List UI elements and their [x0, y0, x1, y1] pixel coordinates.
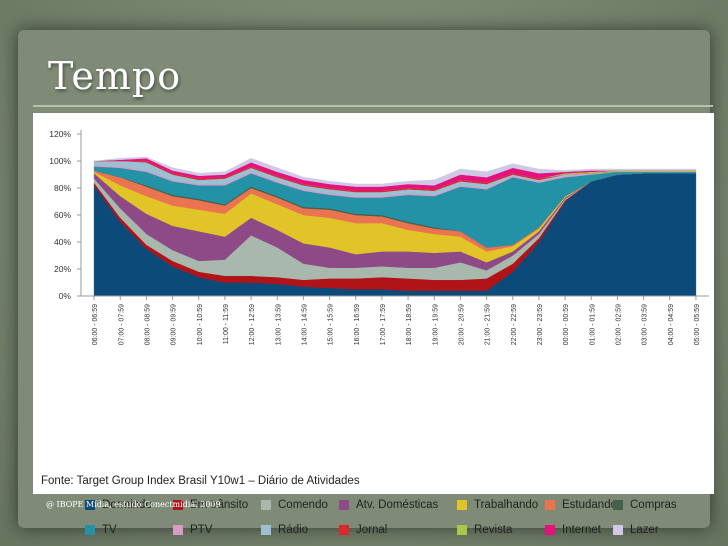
legend-label: Jornal	[356, 524, 388, 536]
legend-label: PTV	[190, 524, 213, 536]
legend-label: Internet	[562, 524, 601, 536]
legend-swatch	[613, 500, 623, 510]
x-tick-label: 09:00 - 09:59	[171, 304, 178, 345]
legend-item-lazer: Lazer	[613, 524, 659, 536]
stacked-area-chart: 0% 20% 40% 60% 80% 100% 120% 06:00 - 06:59 07:00…	[49, 129, 709, 345]
x-tick-label: 12:00 - 12:59	[249, 304, 256, 345]
legend-swatch	[613, 525, 623, 535]
copyright-note: @ IBOPE Mídia, estudo Conectmídia, 2009	[46, 500, 221, 509]
legend-item-dormindo: Dormindo	[85, 499, 152, 511]
x-tick-label: 20:00 - 20:59	[458, 304, 465, 345]
legend-item-tv: TV	[85, 524, 117, 536]
legend-item-comendo: Comendo	[261, 499, 328, 511]
legend-swatch	[339, 525, 349, 535]
x-tick-label: 11:00 - 11:59	[223, 304, 230, 344]
series-area-lazer	[94, 156, 697, 187]
x-tick-label: 23:00 - 23:59	[537, 304, 544, 345]
legend-swatch	[545, 500, 555, 510]
y-tick-label: 80%	[54, 183, 71, 193]
x-tick-label: 14:00 - 14:59	[301, 304, 308, 345]
legend-item-r-dio: Rádio	[261, 524, 308, 536]
x-tick-label: 21:00 - 21:59	[485, 304, 492, 345]
x-tick-label: 17:00 - 17:59	[380, 304, 387, 345]
legend-swatch	[261, 500, 271, 510]
x-tick-label: 03:00 - 03:59	[642, 304, 649, 345]
x-tick-label: 15:00 - 15:59	[328, 304, 335, 345]
legend-label: TV	[102, 524, 117, 536]
legend-item-compras: Compras	[613, 499, 677, 511]
legend-swatch	[173, 525, 183, 535]
legend-swatch	[457, 500, 467, 510]
y-tick-label: 20%	[54, 264, 71, 274]
legend-swatch	[173, 500, 183, 510]
chart-panel: 0% 20% 40% 60% 80% 100% 120% 06:00 - 06:59 07:00…	[33, 113, 714, 536]
legend-item-ptv: PTV	[173, 524, 212, 536]
legend-swatch	[545, 525, 555, 535]
legend-label: Comendo	[278, 499, 328, 511]
legend-label: Estudando	[562, 499, 617, 511]
x-tick-label: 00:00 - 00:59	[563, 304, 570, 345]
legend-swatch	[85, 525, 95, 535]
legend-swatch	[85, 500, 95, 510]
slide-title: Tempo	[48, 54, 182, 98]
x-tick-label: 05:00 - 05:59	[694, 304, 701, 345]
legend-item-em-tr-nsito: Em trânsito	[173, 499, 248, 511]
x-tick-label: 01:00 - 01:59	[589, 304, 596, 345]
legend-item-trabalhando: Trabalhando	[457, 499, 538, 511]
x-tick-label: 19:00 - 19:59	[432, 304, 439, 345]
legend-label: Trabalhando	[474, 499, 539, 511]
x-tick-label: 16:00 - 16:59	[354, 304, 361, 345]
legend-item-estudando: Estudando	[545, 499, 617, 511]
x-tick-label: 18:00 - 18:59	[406, 304, 413, 345]
y-tick-label: 100%	[49, 156, 71, 166]
x-tick-label: 06:00 - 06:59	[92, 304, 99, 345]
legend-item-internet: Internet	[545, 524, 601, 536]
source-note: Fonte: Target Group Index Brasil Y10w1 –…	[41, 475, 360, 487]
legend-label: Em trânsito	[190, 499, 249, 511]
legend-swatch	[339, 500, 349, 510]
legend-label: Revista	[474, 524, 513, 536]
x-tick-label: 02:00 - 02:59	[615, 304, 622, 345]
x-tick-label: 22:00 - 22:59	[511, 304, 518, 345]
y-tick-label: 0%	[59, 291, 72, 301]
legend-item-atv-dom-sticas: Atv. Domésticas	[339, 499, 438, 511]
x-tick-label: 13:00 - 13:59	[275, 304, 282, 345]
x-tick-label: 08:00 - 08:59	[144, 304, 151, 345]
x-tick-label: 10:00 - 10:59	[197, 304, 204, 345]
legend-item-jornal: Jornal	[339, 524, 387, 536]
title-divider	[33, 105, 713, 107]
y-tick-label: 120%	[49, 129, 71, 139]
legend-label: Atv. Domésticas	[356, 499, 439, 511]
legend-label: Dormindo	[102, 499, 152, 511]
x-tick-label: 07:00 - 07:59	[118, 304, 125, 345]
legend-item-revista: Revista	[457, 524, 512, 536]
x-tick-label: 04:00 - 04:59	[668, 304, 675, 345]
legend-label: Compras	[630, 499, 677, 511]
y-tick-label: 40%	[54, 237, 71, 247]
y-tick-label: 60%	[54, 210, 71, 220]
legend-label: Rádio	[278, 524, 309, 536]
legend-label: Lazer	[630, 524, 659, 536]
legend-swatch	[261, 525, 271, 535]
legend-swatch	[457, 525, 467, 535]
